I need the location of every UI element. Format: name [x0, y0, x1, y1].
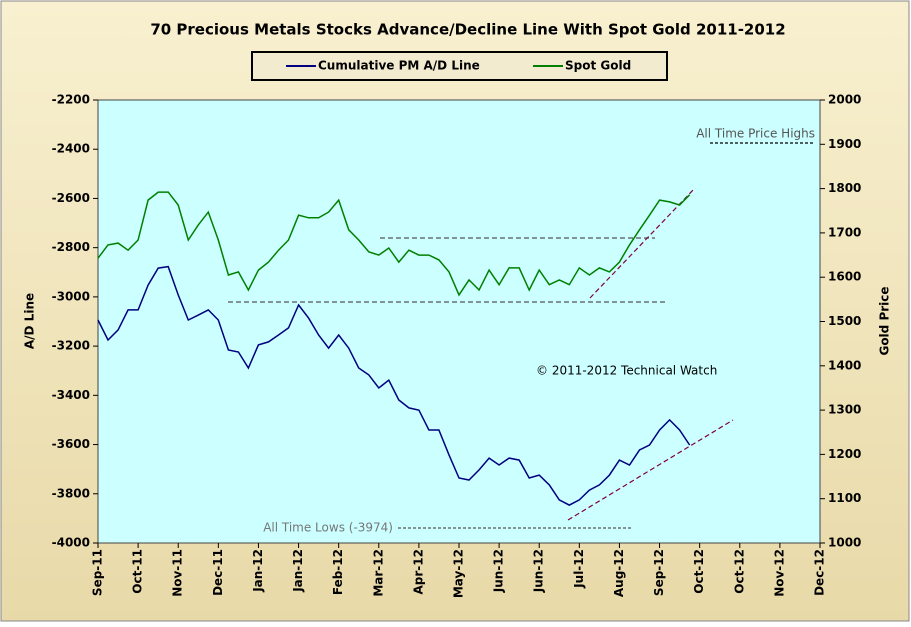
trend-line — [567, 419, 734, 521]
y2-tick-label: 2000 — [828, 93, 861, 107]
y2-tick-label: 1100 — [828, 491, 861, 505]
y2-tick-label: 1500 — [828, 314, 861, 328]
legend-label: Spot Gold — [565, 59, 631, 73]
annotation: © 2011-2012 Technical Watch — [536, 364, 717, 378]
x-tick-label: Sep-11 — [91, 549, 105, 596]
y-tick-label: -2200 — [52, 93, 90, 107]
x-tick-label: Sep-12 — [652, 549, 666, 596]
trend-lines — [228, 142, 815, 529]
y2-tick-label: 1300 — [828, 403, 861, 417]
x-tick-label: Jan-12 — [291, 549, 305, 593]
y2-tick-label: 1800 — [828, 181, 861, 195]
x-tick-label: Nov-11 — [171, 549, 185, 597]
annotation: All Time Lows (-3974) — [263, 521, 393, 535]
legend-label: Cumulative PM A/D Line — [318, 59, 480, 73]
series-line — [97, 265, 691, 506]
x-tick-label: May-12 — [452, 549, 466, 598]
x-tick-label: Jun-12 — [492, 549, 506, 593]
chart-title: 70 Precious Metals Stocks Advance/Declin… — [150, 21, 785, 39]
y2-axis-label: Gold Price — [878, 286, 892, 355]
x-tick-label: Dec-12 — [813, 549, 827, 596]
y2-tick-label: 1900 — [828, 137, 861, 151]
y-tick-label: -2400 — [52, 142, 90, 156]
x-tick-label: Apr-12 — [411, 549, 425, 594]
y-tick-label: -3800 — [52, 486, 90, 500]
y-tick-label: -3400 — [52, 388, 90, 402]
y2-tick-label: 1400 — [828, 358, 861, 372]
y-tick-label: -2800 — [52, 240, 90, 254]
y-axis-label: A/D Line — [23, 293, 37, 349]
x-tick-label: Oct-12 — [692, 549, 706, 594]
y-tick-label: -2600 — [52, 191, 90, 205]
trend-line — [589, 187, 696, 299]
y2-tick-label: 1000 — [828, 536, 861, 550]
x-tick-label: Dec-11 — [211, 549, 225, 596]
x-tick-label: Feb-12 — [331, 549, 345, 595]
y-tick-label: -3000 — [52, 289, 90, 303]
legend — [251, 51, 668, 81]
y-tick-label: -3200 — [52, 339, 90, 353]
x-tick-label: Aug-12 — [612, 549, 626, 597]
x-tick-label: Oct-11 — [131, 549, 145, 594]
x-tick-label: Jun-12 — [532, 549, 546, 593]
x-tick-label: Jul-12 — [572, 549, 586, 589]
y2-tick-label: 1200 — [828, 447, 861, 461]
y2-tick-label: 1700 — [828, 225, 861, 239]
series-line — [97, 191, 691, 297]
y-tick-label: -4000 — [52, 536, 90, 550]
x-tick-label: Jan-12 — [251, 549, 265, 593]
y2-tick-label: 1600 — [828, 270, 861, 284]
x-tick-label: Nov-12 — [772, 549, 786, 597]
y-tick-label: -3600 — [52, 437, 90, 451]
x-tick-label: Mar-12 — [371, 549, 385, 597]
x-tick-label: Oct-12 — [732, 549, 746, 594]
annotation: All Time Price Highs — [696, 127, 815, 141]
